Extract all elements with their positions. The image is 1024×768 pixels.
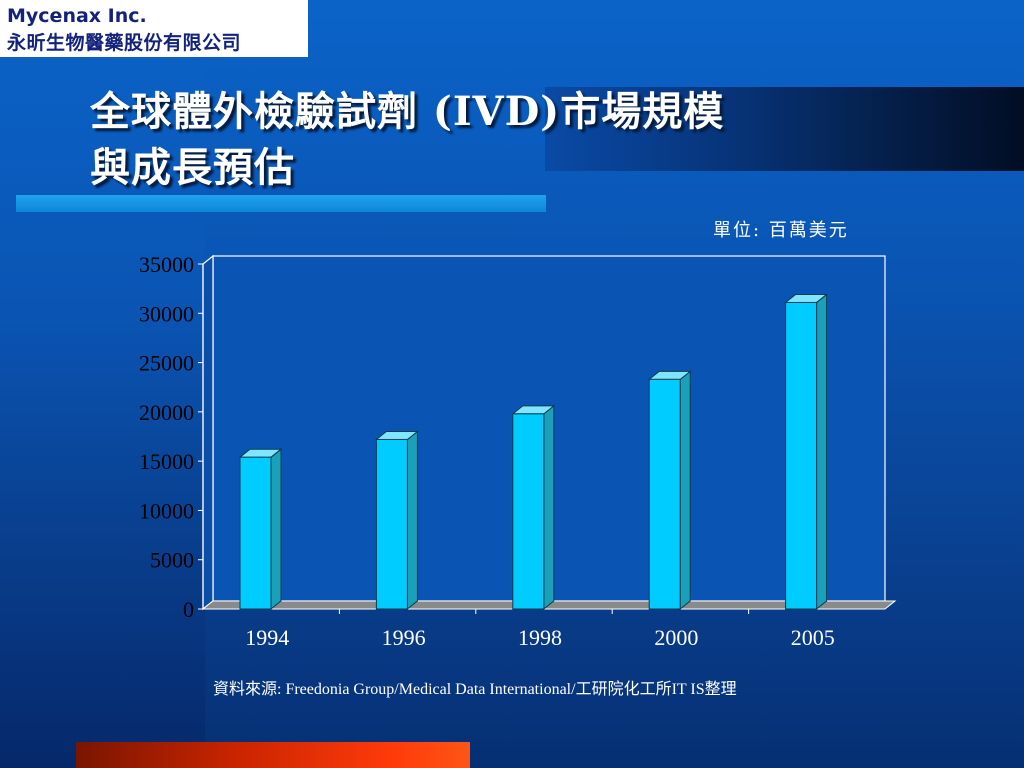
y-tick-label: 5000 bbox=[150, 548, 194, 573]
bar-side-face bbox=[406, 430, 418, 611]
bar bbox=[512, 413, 545, 610]
y-tick-label: 25000 bbox=[139, 351, 194, 376]
bar-side-face bbox=[816, 293, 828, 611]
bar-side-face bbox=[270, 448, 282, 611]
unit-label: 單位: 百萬美元 bbox=[713, 220, 849, 241]
bar bbox=[785, 301, 818, 610]
bar bbox=[375, 438, 408, 610]
x-category-label: 1994 bbox=[245, 625, 289, 650]
y-tick-label: 10000 bbox=[139, 498, 194, 523]
bar-side-face bbox=[543, 404, 555, 611]
x-category-label: 2005 bbox=[791, 625, 835, 650]
left-gradient-strip bbox=[0, 0, 205, 768]
y-tick-label: 30000 bbox=[139, 301, 194, 326]
logo-company-name-zh: 永昕生物醫藥股份有限公司 bbox=[7, 32, 242, 54]
title-underline-bar bbox=[16, 195, 546, 212]
y-tick-label: 15000 bbox=[139, 449, 194, 474]
data-source-note: 資料來源: Freedonia Group/Medical Data Inter… bbox=[213, 681, 737, 698]
bottom-accent-bar bbox=[76, 742, 470, 768]
y-tick-label: 20000 bbox=[139, 400, 194, 425]
company-logo: Mycenax Inc. 永昕生物醫藥股份有限公司 bbox=[0, 0, 308, 57]
bar bbox=[648, 378, 681, 610]
y-tick-label: 35000 bbox=[139, 252, 194, 277]
logo-company-name-en: Mycenax Inc. bbox=[7, 5, 147, 27]
y-tick-label: 0 bbox=[183, 597, 194, 622]
plot-left-wall bbox=[202, 254, 214, 611]
x-category-label: 1996 bbox=[382, 625, 426, 650]
slide-title-line-1: 全球體外檢驗試劑 (IVD)市場規模 bbox=[90, 88, 725, 135]
slide-title: 全球體外檢驗試劑 (IVD)市場規模 與成長預估 bbox=[90, 84, 850, 196]
slide-title-line-2: 與成長預估 bbox=[90, 144, 295, 191]
bar bbox=[239, 456, 272, 610]
title-dark-band bbox=[545, 87, 1024, 171]
x-category-label: 2000 bbox=[654, 625, 698, 650]
x-category-label: 1998 bbox=[518, 625, 562, 650]
bar-side-face bbox=[679, 370, 691, 611]
